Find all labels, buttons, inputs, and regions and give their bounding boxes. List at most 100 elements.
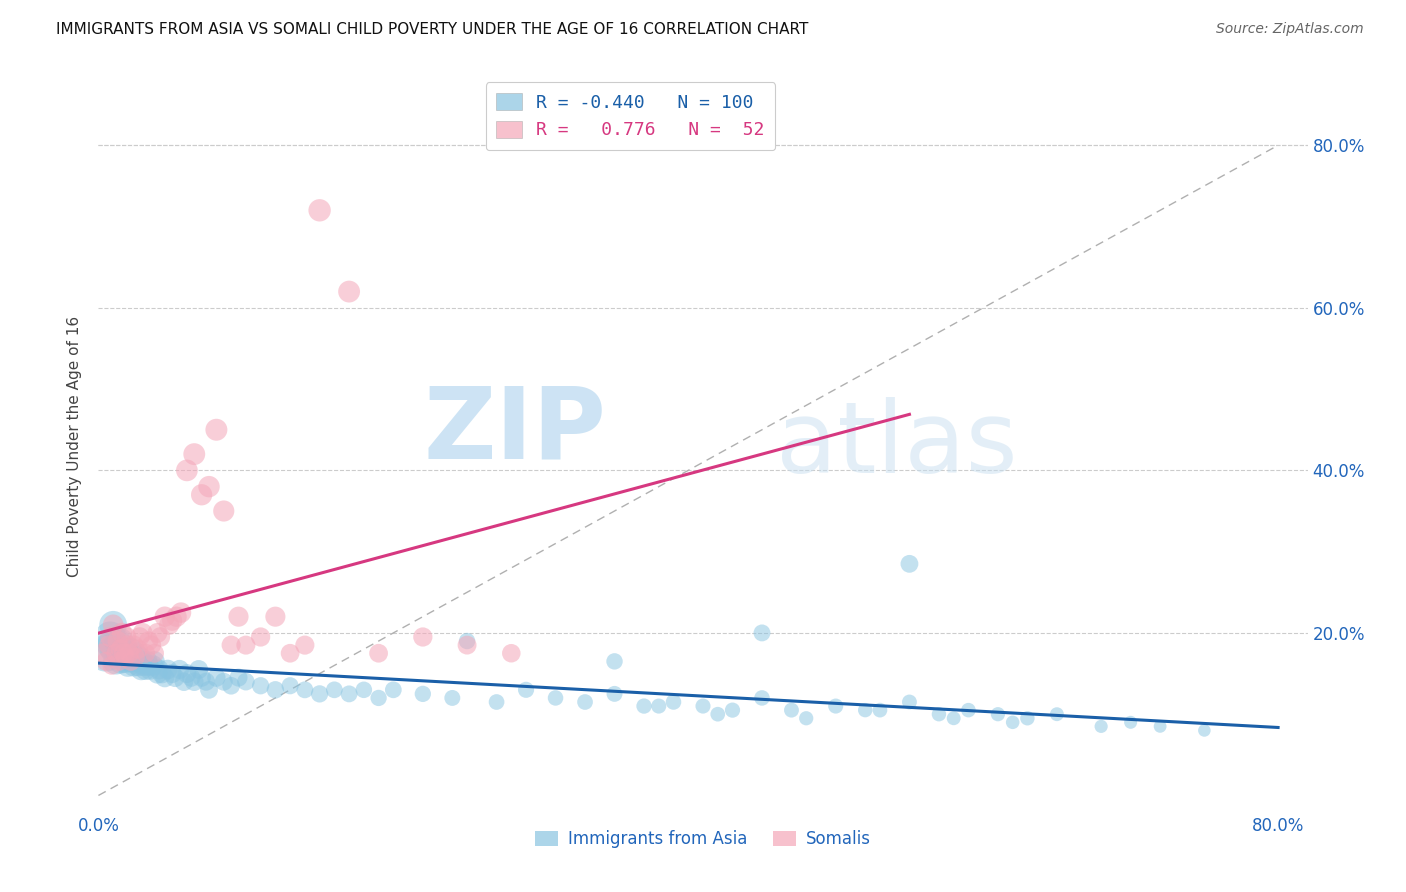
Point [515, 682, 537, 697]
Point [170, 606, 193, 620]
Point [205, 423, 228, 437]
Point [118, 650, 141, 665]
Point [131, 626, 153, 640]
Point [382, 682, 405, 697]
Point [337, 285, 360, 299]
Point [928, 707, 950, 722]
Point [115, 642, 138, 657]
Point [1090, 719, 1112, 733]
Point [1119, 715, 1142, 730]
Point [308, 203, 330, 218]
Point [135, 646, 157, 660]
Point [110, 642, 132, 657]
Point [205, 671, 228, 685]
Point [97, 638, 120, 652]
Point [692, 699, 714, 714]
Point [131, 654, 153, 668]
Point [122, 658, 145, 673]
Point [115, 630, 138, 644]
Point [187, 663, 209, 677]
Point [146, 626, 169, 640]
Point [118, 646, 141, 660]
Point [249, 630, 271, 644]
Point [308, 687, 330, 701]
Y-axis label: Child Poverty Under the Age of 16: Child Poverty Under the Age of 16 [67, 316, 83, 576]
Point [456, 634, 478, 648]
Point [294, 682, 316, 697]
Point [228, 671, 250, 685]
Point [165, 671, 187, 685]
Legend: Immigrants from Asia, Somalis: Immigrants from Asia, Somalis [529, 823, 877, 855]
Point [143, 654, 166, 668]
Point [603, 687, 626, 701]
Point [108, 654, 131, 668]
Point [125, 654, 148, 668]
Point [751, 690, 773, 705]
Point [176, 463, 198, 477]
Point [603, 654, 626, 668]
Point [706, 707, 728, 722]
Point [108, 646, 131, 660]
Point [869, 703, 891, 717]
Point [183, 674, 205, 689]
Text: IMMIGRANTS FROM ASIA VS SOMALI CHILD POVERTY UNDER THE AGE OF 16 CORRELATION CHA: IMMIGRANTS FROM ASIA VS SOMALI CHILD POV… [56, 22, 808, 37]
Point [367, 646, 389, 660]
Point [212, 504, 235, 518]
Point [957, 703, 980, 717]
Point [105, 646, 128, 660]
Point [648, 699, 671, 714]
Point [898, 695, 921, 709]
Point [176, 666, 198, 681]
Point [120, 642, 142, 657]
Point [278, 679, 301, 693]
Point [264, 609, 287, 624]
Point [153, 671, 176, 685]
Point [456, 638, 478, 652]
Point [94, 646, 117, 660]
Point [544, 690, 567, 705]
Point [91, 646, 114, 660]
Point [219, 638, 242, 652]
Point [574, 695, 596, 709]
Point [190, 671, 212, 685]
Point [412, 630, 434, 644]
Point [127, 642, 149, 657]
Point [662, 695, 685, 709]
Point [1001, 715, 1024, 730]
Point [100, 638, 122, 652]
Point [169, 663, 191, 677]
Point [136, 654, 159, 668]
Point [367, 690, 389, 705]
Point [180, 671, 202, 685]
Point [219, 679, 242, 693]
Point [101, 617, 124, 632]
Point [198, 480, 221, 494]
Text: Source: ZipAtlas.com: Source: ZipAtlas.com [1216, 22, 1364, 37]
Point [987, 707, 1010, 722]
Point [139, 663, 162, 677]
Point [107, 634, 129, 648]
Point [153, 609, 176, 624]
Point [160, 614, 183, 628]
Point [112, 646, 135, 660]
Point [235, 638, 257, 652]
Point [111, 642, 134, 657]
Point [110, 634, 132, 648]
Point [751, 626, 773, 640]
Point [142, 658, 165, 673]
Point [146, 666, 169, 681]
Point [721, 703, 744, 717]
Point [98, 630, 121, 644]
Point [149, 630, 172, 644]
Point [101, 617, 124, 632]
Point [143, 646, 166, 660]
Point [122, 638, 145, 652]
Point [114, 650, 136, 665]
Point [898, 557, 921, 571]
Point [150, 666, 173, 681]
Point [337, 687, 360, 701]
Point [110, 654, 132, 668]
Point [412, 687, 434, 701]
Point [195, 674, 218, 689]
Point [294, 638, 316, 652]
